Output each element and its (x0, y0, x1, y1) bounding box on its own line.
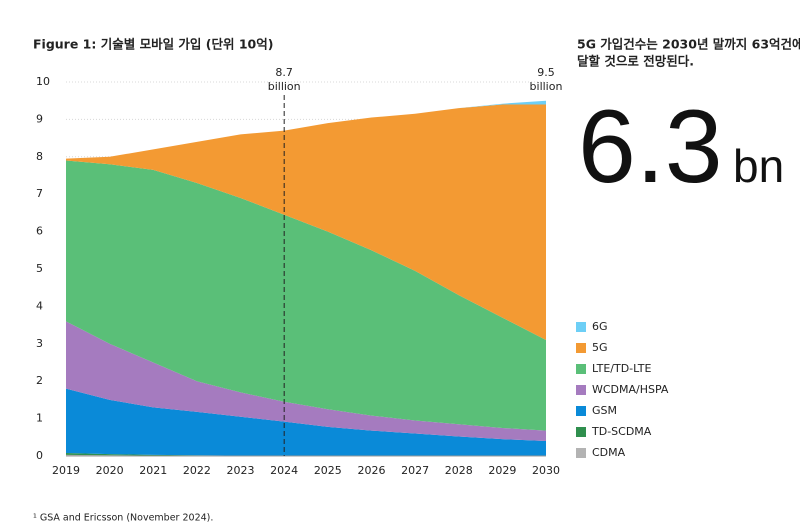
y-tick-label: 8 (36, 150, 43, 163)
legend-label: 6G (592, 320, 608, 333)
legend-swatch (576, 364, 586, 374)
annotation-value: 9.5 (537, 66, 555, 79)
x-tick-label: 2026 (357, 464, 385, 477)
area (66, 321, 546, 442)
y-tick-label: 10 (36, 75, 50, 88)
y-tick-label: 0 (36, 449, 43, 462)
legend-swatch (576, 322, 586, 332)
legend-swatch (576, 427, 586, 437)
legend-swatch (576, 385, 586, 395)
x-tick-label: 2023 (227, 464, 255, 477)
area (66, 160, 546, 431)
legend-swatch (576, 448, 586, 458)
annotation-value: 8.7 (275, 66, 293, 79)
x-tick-label: 2030 (532, 464, 560, 477)
annotation-unit: billion (530, 80, 563, 93)
x-tick-label: 2029 (488, 464, 516, 477)
highlight-text: 5G 가입건수는 2030년 말까지 63억건에 (577, 37, 800, 52)
footnote: ¹ GSA and Ericsson (November 2024). (33, 513, 213, 524)
legend-label: CDMA (592, 446, 626, 459)
x-tick-label: 2027 (401, 464, 429, 477)
area (66, 388, 546, 456)
highlight-value: 6.3 (578, 89, 723, 205)
x-tick-label: 2019 (52, 464, 80, 477)
y-tick-label: 4 (36, 299, 43, 312)
legend-swatch (576, 343, 586, 353)
highlight-text: 달할 것으로 전망된다. (577, 54, 694, 69)
y-tick-label: 7 (36, 187, 43, 200)
legend-label: 5G (592, 341, 608, 354)
highlight-unit: bn (733, 140, 784, 192)
x-tick-label: 2025 (314, 464, 342, 477)
x-tick-label: 2020 (96, 464, 124, 477)
legend-label: GSM (592, 404, 617, 417)
area (66, 453, 546, 456)
x-tick-label: 2024 (270, 464, 298, 477)
chart-title: Figure 1: 기술별 모바일 가입 (단위 10억) (33, 37, 273, 52)
y-tick-label: 1 (36, 412, 43, 425)
x-tick-label: 2022 (183, 464, 211, 477)
y-tick-label: 5 (36, 262, 43, 275)
legend-label: WCDMA/HSPA (592, 383, 669, 396)
area (66, 104, 546, 341)
legend-label: TD-SCDMA (591, 425, 652, 438)
annotation-unit: billion (268, 80, 301, 93)
x-tick-label: 2021 (139, 464, 167, 477)
y-tick-label: 2 (36, 374, 43, 387)
legend-swatch (576, 406, 586, 416)
legend-label: LTE/TD-LTE (592, 362, 651, 375)
y-tick-label: 6 (36, 225, 43, 238)
x-tick-label: 2028 (445, 464, 473, 477)
y-tick-label: 3 (36, 337, 43, 350)
y-tick-label: 9 (36, 112, 43, 125)
